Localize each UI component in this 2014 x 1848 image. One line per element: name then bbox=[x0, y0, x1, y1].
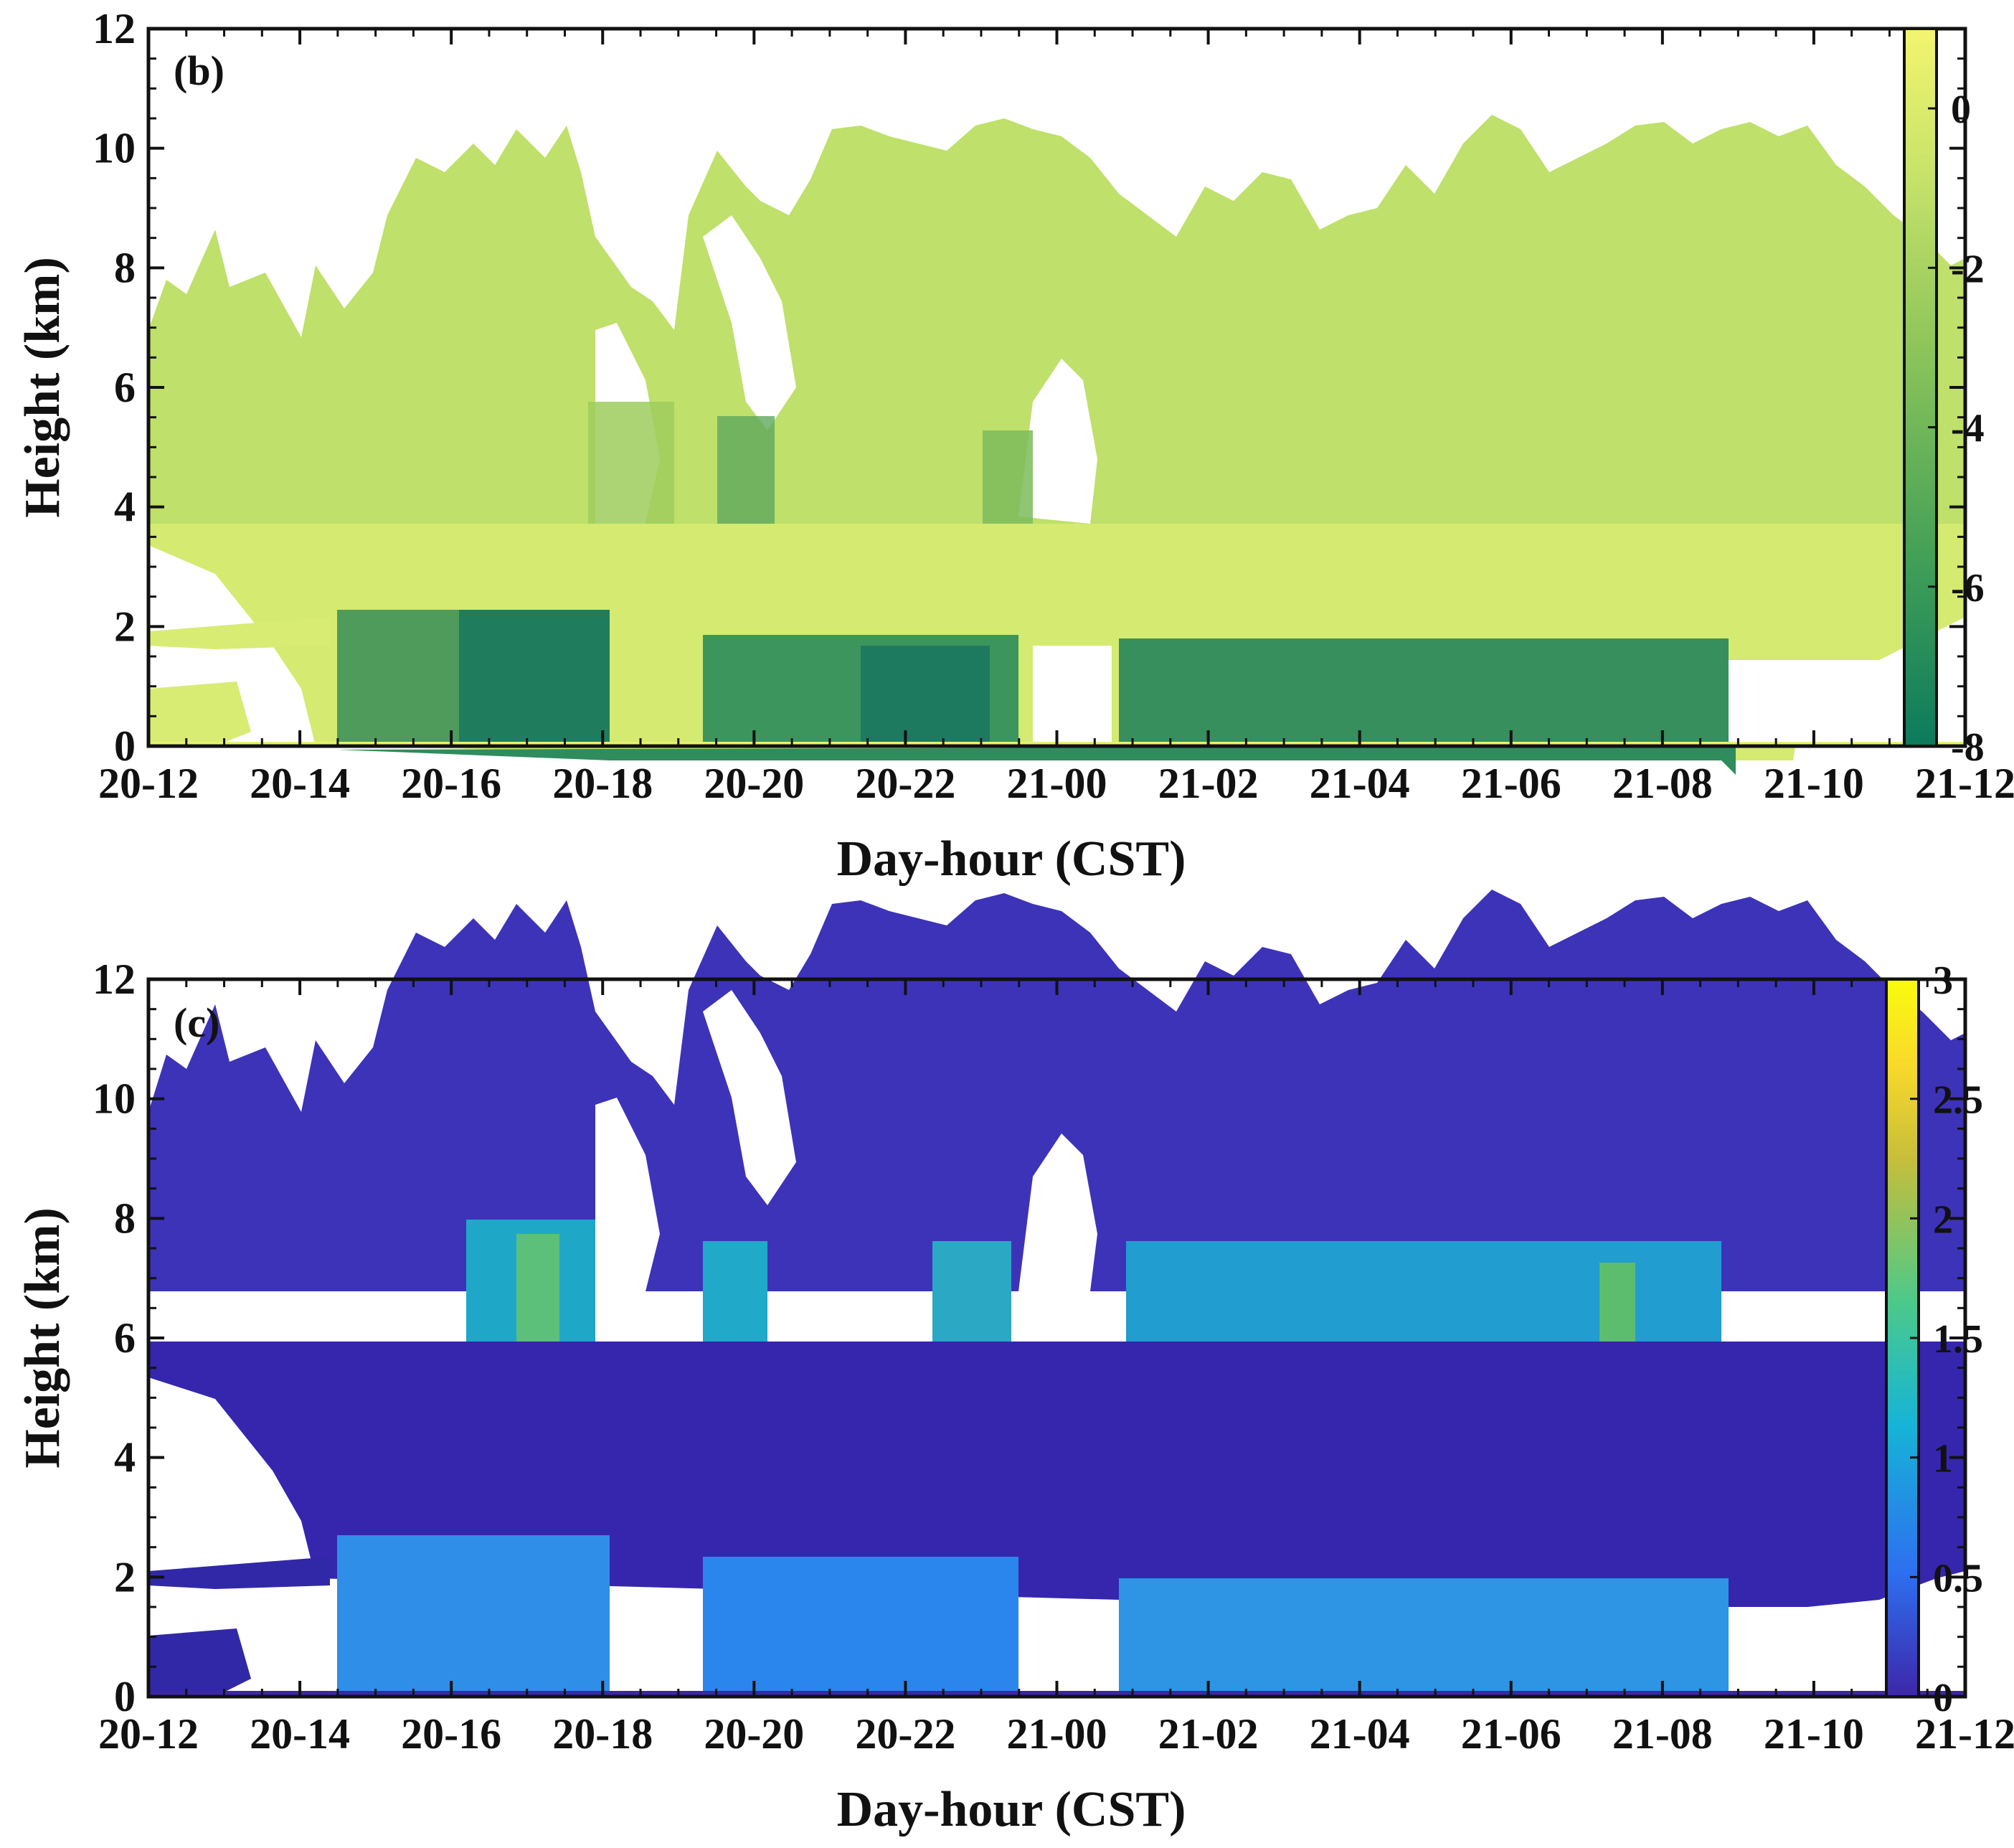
white-gap-3-c bbox=[1018, 1133, 1097, 1291]
bright-band-c-2 bbox=[516, 1234, 559, 1342]
x-tick-label: 20-14 bbox=[250, 760, 350, 807]
x-tick-label: 20-22 bbox=[855, 1710, 955, 1758]
bright-band-b bbox=[588, 402, 674, 524]
colorbar-ticks-c: 3 2.5 2 1.5 1 0.5 0 bbox=[1910, 958, 1983, 1720]
colorbar-ticks-b: 0 -2 -4 -6 -8 bbox=[1928, 88, 1985, 770]
y-tick-label: 10 bbox=[93, 125, 136, 172]
x-tick-label: 21-02 bbox=[1158, 760, 1259, 807]
colorbar-tick-label: 2.5 bbox=[1933, 1078, 1983, 1123]
y-tick-label: 8 bbox=[114, 244, 136, 291]
y-ticks-b: 0 2 4 6 8 10 12 bbox=[93, 5, 1965, 770]
y-tick-label: 4 bbox=[114, 484, 136, 531]
y-axis-label-b: Height (km) bbox=[15, 257, 70, 518]
colorbar-tick-label: 3 bbox=[1933, 958, 1953, 1003]
x-tick-label: 20-18 bbox=[552, 760, 653, 807]
x-tick-label: 21-08 bbox=[1612, 1710, 1713, 1758]
low-layer-fill-b-4 bbox=[861, 646, 990, 746]
y-tick-label: 12 bbox=[93, 5, 136, 52]
x-tick-label: 20-16 bbox=[401, 1710, 501, 1758]
white-gap-3-b bbox=[1018, 359, 1097, 524]
white-gap-1-c bbox=[595, 1098, 660, 1291]
panel-b: 0 2 4 6 8 10 12 20-12 20-14 20-16 20-18 20-20 20-22… bbox=[15, 5, 2014, 887]
bright-band-b2 bbox=[717, 416, 775, 524]
x-axis-label-b: Day-hour (CST) bbox=[837, 831, 1186, 887]
x-tick-label: 21-04 bbox=[1310, 1710, 1410, 1758]
x-tick-label: 21-02 bbox=[1158, 1710, 1259, 1758]
bright-band-b3 bbox=[983, 430, 1033, 524]
colorbar-b bbox=[1903, 27, 1938, 748]
y-tick-label: 2 bbox=[114, 603, 136, 650]
colorbar-tick-label: 2 bbox=[1933, 1197, 1953, 1242]
bright-band-c-4 bbox=[932, 1241, 1011, 1342]
low-layer-b bbox=[337, 746, 1736, 775]
white-gap-2-c bbox=[703, 990, 796, 1205]
x-tick-label: 20-20 bbox=[704, 1710, 804, 1758]
y-tick-label: 12 bbox=[93, 956, 136, 1003]
colorbar-tick-label: 0.5 bbox=[1933, 1556, 1983, 1600]
low-layer-fill-c-3 bbox=[1119, 1578, 1729, 1697]
y-tick-label: 0 bbox=[114, 722, 136, 770]
panel-label-b: (b) bbox=[174, 47, 224, 94]
x-tick-label: 21-12 bbox=[1915, 760, 2014, 807]
low-layer-fill-c-2 bbox=[703, 1557, 1018, 1697]
y-tick-label: 4 bbox=[114, 1434, 136, 1481]
x-tick-label: 21-08 bbox=[1612, 760, 1713, 807]
y-tick-label: 2 bbox=[114, 1553, 136, 1600]
colorbar-tick-label: -2 bbox=[1951, 247, 1985, 291]
low-layer-fill-c-1 bbox=[337, 1535, 610, 1697]
colorbar-tick-label: -4 bbox=[1951, 407, 1985, 451]
colorbar-tick-label: 1.5 bbox=[1933, 1317, 1983, 1362]
y-tick-label: 6 bbox=[114, 364, 136, 411]
x-tick-label: 21-10 bbox=[1764, 1710, 1864, 1758]
bright-band-c-6 bbox=[1599, 1263, 1635, 1342]
low-layer-gap-b-1 bbox=[1033, 646, 1112, 746]
lower-left-fragments-c bbox=[148, 1557, 330, 1697]
x-tick-label: 21-10 bbox=[1764, 760, 1864, 807]
x-tick-label: 20-22 bbox=[855, 760, 955, 807]
colorbar-tick-label: -6 bbox=[1951, 566, 1985, 610]
x-tick-label: 21-00 bbox=[1007, 760, 1107, 807]
x-tick-label: 20-18 bbox=[552, 1710, 653, 1758]
x-tick-label: 21-06 bbox=[1461, 760, 1561, 807]
x-tick-label: 20-14 bbox=[250, 1710, 350, 1758]
x-tick-label: 21-00 bbox=[1007, 1710, 1107, 1758]
colorbar-tick-label: -8 bbox=[1951, 725, 1985, 770]
x-axis-label-c: Day-hour (CST) bbox=[837, 1782, 1186, 1837]
low-layer-gap-c-1 bbox=[1033, 1607, 1112, 1697]
x-tick-label: 20-12 bbox=[98, 760, 199, 807]
y-axis-label-c: Height (km) bbox=[15, 1207, 70, 1468]
heatmap-field-b bbox=[148, 115, 1965, 775]
colorbar-tick-label: 0 bbox=[1951, 88, 1971, 132]
x-ticks-b: 20-12 20-14 20-16 20-18 20-20 20-22 21-00 21-02… bbox=[98, 29, 2014, 807]
y-tick-label: 10 bbox=[93, 1075, 136, 1123]
x-tick-label: 21-12 bbox=[1915, 1710, 2014, 1758]
x-tick-label: 20-12 bbox=[98, 1710, 199, 1758]
low-layer-gap-c-2 bbox=[1729, 1614, 1965, 1697]
low-layer-fill-b-5 bbox=[1119, 638, 1729, 746]
bright-band-c-3 bbox=[703, 1241, 767, 1342]
y-tick-label: 8 bbox=[114, 1194, 136, 1242]
low-layer-fill-b-2 bbox=[459, 610, 610, 746]
panel-label-c: (c) bbox=[174, 999, 219, 1046]
x-tick-label: 21-04 bbox=[1310, 760, 1410, 807]
heatmap-field-c bbox=[148, 890, 1965, 1697]
x-tick-label: 20-16 bbox=[401, 760, 501, 807]
y-tick-label: 0 bbox=[114, 1673, 136, 1720]
white-gap-2-b bbox=[703, 215, 796, 430]
x-tick-label: 20-20 bbox=[704, 760, 804, 807]
x-tick-label: 21-06 bbox=[1461, 1710, 1561, 1758]
y-tick-label: 6 bbox=[114, 1314, 136, 1362]
colorbar-tick-label: 1 bbox=[1933, 1437, 1953, 1481]
colorbar-tick-label: 0 bbox=[1933, 1676, 1953, 1720]
lower-left-fragments-b bbox=[148, 617, 330, 746]
